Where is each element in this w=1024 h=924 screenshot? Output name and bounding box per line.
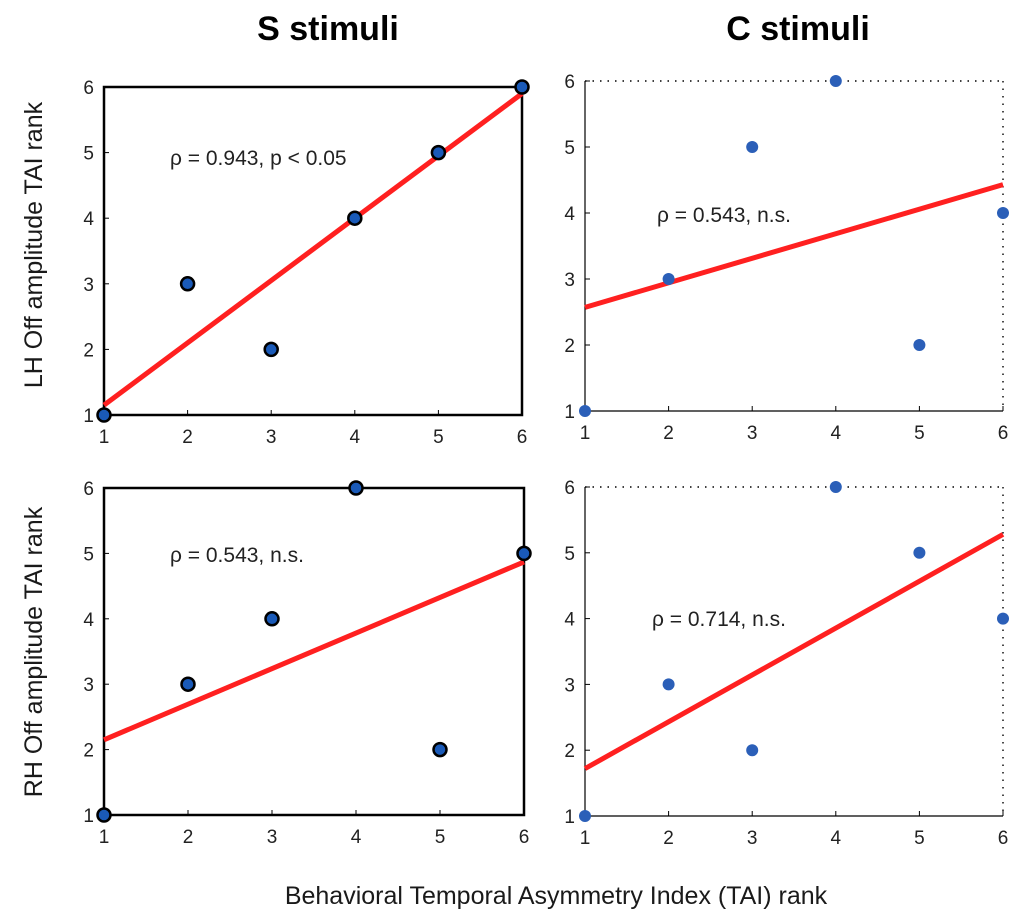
data-point <box>264 611 280 627</box>
y-tick-label: 5 <box>564 544 575 565</box>
y-tick-label: 3 <box>83 275 94 296</box>
column-title-c: C stimuli <box>726 10 870 48</box>
x-tick-label: 6 <box>998 423 1009 444</box>
data-point <box>829 481 842 493</box>
data-point <box>746 744 759 757</box>
panel-lh-c-stimuli: 1 2 3 4 5 6 1 2 3 4 5 6 ρ = 0.543, n.s. <box>564 72 1009 444</box>
data-point <box>829 75 842 87</box>
y-tick-label: 4 <box>83 610 94 631</box>
data-point <box>516 545 532 562</box>
x-tick-label: 6 <box>998 828 1009 849</box>
data-point <box>179 276 196 292</box>
x-tick-label: 3 <box>747 828 758 849</box>
x-axis-label: Behavioral Temporal Asymmetry Index (TAI… <box>285 882 828 910</box>
x-tick-label: 5 <box>914 828 925 849</box>
y-tick-label: 3 <box>564 270 575 291</box>
x-tick-label: 5 <box>435 827 446 848</box>
y-tick-label: 1 <box>83 806 94 827</box>
y-tick-label: 6 <box>564 72 575 93</box>
x-tick-label: 4 <box>350 427 361 448</box>
x-tick-label: 3 <box>267 827 278 848</box>
x-tick-label: 2 <box>182 427 193 448</box>
y-tick-label: 2 <box>83 741 94 762</box>
x-tick-label: 6 <box>519 827 530 848</box>
y-tick-label: 6 <box>83 479 94 500</box>
fit-line <box>103 559 525 743</box>
fit-line <box>583 532 1005 771</box>
x-tick-label: 1 <box>99 427 110 448</box>
y-tick-label: 6 <box>83 78 94 99</box>
y-tick-label: 5 <box>83 144 94 165</box>
y-tick-label: 2 <box>564 336 575 357</box>
y-tick-label: 4 <box>83 209 94 230</box>
plot-frame <box>102 486 526 817</box>
y-tick-label: 3 <box>83 675 94 696</box>
x-tick-label: 4 <box>351 827 362 848</box>
data-point <box>997 612 1009 625</box>
y-tick-label: 1 <box>564 807 575 828</box>
x-tick-label: 1 <box>580 423 591 444</box>
x-tick-label: 5 <box>914 423 925 444</box>
x-tick-label: 2 <box>663 828 674 849</box>
panel-rh-s-stimuli: 1 2 3 4 5 6 1 2 3 4 5 6 ρ = 0.543, n.s. <box>83 479 532 848</box>
data-point <box>96 807 112 823</box>
data-point <box>913 339 926 351</box>
data-point <box>430 144 447 161</box>
y-tick-label: 1 <box>83 406 94 427</box>
data-point <box>913 546 926 559</box>
data-point <box>997 207 1009 219</box>
x-tick-label: 1 <box>99 827 110 848</box>
x-tick-label: 2 <box>663 423 674 444</box>
x-tick-label: 5 <box>433 427 444 448</box>
y-tick-label: 4 <box>564 610 575 631</box>
correlation-annotation: ρ = 0.714, n.s. <box>652 608 786 631</box>
y-tick-label: 5 <box>564 138 575 159</box>
x-tick-label: 1 <box>580 828 591 849</box>
y-tick-label: 2 <box>564 741 575 762</box>
fit-line <box>102 91 524 408</box>
y-tick-label: 5 <box>83 544 94 565</box>
correlation-annotation: ρ = 0.543, n.s. <box>170 544 304 567</box>
y-axis-label-rh: RH Off amplitude TAI rank <box>20 506 48 797</box>
column-title-s: S stimuli <box>257 10 399 48</box>
x-tick-label: 6 <box>517 427 528 448</box>
panel-rh-c-stimuli: 1 2 3 4 5 6 1 2 3 4 5 6 ρ = 0.714, n.s. <box>564 478 1009 849</box>
x-tick-label: 4 <box>831 423 842 444</box>
data-point <box>514 79 530 95</box>
data-point <box>180 676 196 692</box>
plot-frame <box>102 85 524 417</box>
data-point <box>263 341 279 358</box>
data-point <box>348 480 364 496</box>
y-tick-label: 3 <box>564 675 575 696</box>
x-tick-label: 2 <box>183 827 194 848</box>
correlation-annotation: ρ = 0.543, n.s. <box>657 204 791 227</box>
x-tick-label: 3 <box>747 423 758 444</box>
data-point <box>746 141 759 153</box>
x-tick-label: 3 <box>266 427 277 448</box>
data-point <box>662 273 675 285</box>
data-point <box>579 810 591 822</box>
data-point <box>579 405 591 417</box>
data-point <box>432 741 448 758</box>
x-tick-label: 4 <box>831 828 842 849</box>
y-tick-label: 4 <box>564 204 575 225</box>
y-tick-label: 2 <box>83 340 94 361</box>
y-tick-label: 6 <box>564 478 575 499</box>
y-tick-label: 1 <box>564 402 575 423</box>
data-point <box>96 407 112 423</box>
correlation-annotation: ρ = 0.943, p < 0.05 <box>170 147 347 170</box>
y-axis-label-lh: LH Off amplitude TAI rank <box>20 101 48 388</box>
data-point <box>347 210 363 226</box>
panel-lh-s-stimuli: 1 2 3 4 5 6 1 2 3 4 5 6 ρ = 0.943, p < 0.05 <box>83 78 530 448</box>
data-point <box>662 678 675 691</box>
fit-line <box>584 182 1004 310</box>
